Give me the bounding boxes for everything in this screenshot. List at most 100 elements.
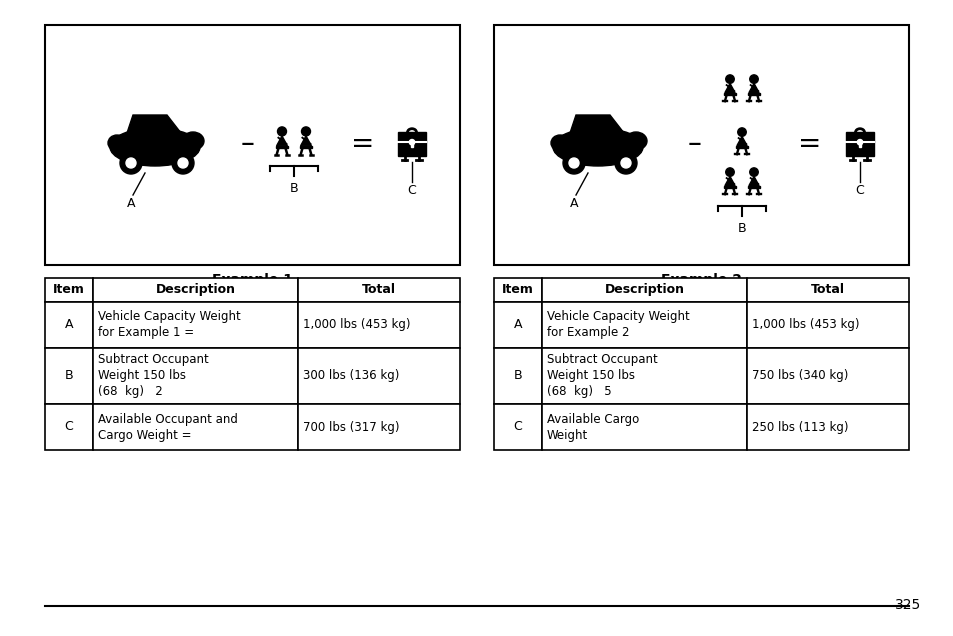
Polygon shape xyxy=(736,136,746,146)
Text: 250 lbs (113 kg): 250 lbs (113 kg) xyxy=(751,420,847,434)
Ellipse shape xyxy=(553,128,642,166)
Text: C: C xyxy=(65,420,73,434)
Text: A: A xyxy=(569,197,578,210)
Ellipse shape xyxy=(624,132,646,150)
Ellipse shape xyxy=(182,132,204,150)
Text: C: C xyxy=(407,184,416,197)
Bar xyxy=(541,404,746,450)
Text: B: B xyxy=(65,370,73,382)
Bar xyxy=(45,278,92,302)
Bar xyxy=(92,348,297,404)
Bar xyxy=(494,278,541,302)
Circle shape xyxy=(615,152,637,174)
Text: –: – xyxy=(241,130,254,158)
Circle shape xyxy=(178,158,188,168)
Polygon shape xyxy=(127,115,181,133)
Text: 750 lbs (340 kg): 750 lbs (340 kg) xyxy=(751,370,847,382)
Bar xyxy=(297,278,459,302)
Text: Description: Description xyxy=(604,284,684,296)
Circle shape xyxy=(277,127,286,136)
Circle shape xyxy=(857,139,862,145)
Bar xyxy=(92,278,297,302)
Bar xyxy=(844,132,874,156)
Bar xyxy=(541,278,746,302)
Polygon shape xyxy=(569,115,623,133)
Circle shape xyxy=(126,158,136,168)
Polygon shape xyxy=(276,136,287,146)
Bar xyxy=(92,404,297,450)
Circle shape xyxy=(301,127,310,136)
Text: Item: Item xyxy=(501,284,534,296)
Text: B: B xyxy=(290,182,298,195)
Text: =: = xyxy=(798,130,821,158)
Bar xyxy=(397,132,426,156)
Bar xyxy=(736,146,747,148)
Bar xyxy=(494,25,908,265)
Bar xyxy=(297,404,459,450)
Text: B: B xyxy=(737,222,745,235)
Text: C: C xyxy=(513,420,522,434)
Polygon shape xyxy=(724,176,735,186)
Text: Available Cargo
Weight: Available Cargo Weight xyxy=(546,413,639,441)
Circle shape xyxy=(172,152,193,174)
Polygon shape xyxy=(748,176,759,186)
Text: 1,000 lbs (453 kg): 1,000 lbs (453 kg) xyxy=(751,319,859,331)
Text: A: A xyxy=(65,319,73,331)
Text: A: A xyxy=(127,197,135,210)
Text: Total: Total xyxy=(810,284,844,296)
Ellipse shape xyxy=(551,135,568,151)
Text: Item: Item xyxy=(53,284,85,296)
Bar xyxy=(541,348,746,404)
Bar xyxy=(92,302,297,348)
Bar xyxy=(494,302,541,348)
Bar xyxy=(747,93,760,95)
Bar xyxy=(494,348,541,404)
Text: Description: Description xyxy=(155,284,235,296)
Circle shape xyxy=(749,75,758,83)
Circle shape xyxy=(749,168,758,176)
Text: Vehicle Capacity Weight
for Example 2: Vehicle Capacity Weight for Example 2 xyxy=(546,310,689,340)
Text: 700 lbs (317 kg): 700 lbs (317 kg) xyxy=(303,420,399,434)
Bar xyxy=(746,302,908,348)
Circle shape xyxy=(568,158,578,168)
Text: =: = xyxy=(351,130,375,158)
Circle shape xyxy=(620,158,630,168)
Circle shape xyxy=(725,75,734,83)
Text: Subtract Occupant
Weight 150 lbs
(68  kg)   5: Subtract Occupant Weight 150 lbs (68 kg)… xyxy=(546,354,657,399)
Bar xyxy=(297,348,459,404)
Bar xyxy=(45,348,92,404)
Bar xyxy=(723,186,735,188)
Text: 325: 325 xyxy=(894,598,920,612)
Text: 300 lbs (136 kg): 300 lbs (136 kg) xyxy=(303,370,399,382)
Polygon shape xyxy=(748,83,759,93)
Bar xyxy=(859,143,860,147)
Bar xyxy=(746,278,908,302)
Bar xyxy=(746,404,908,450)
Bar xyxy=(747,186,760,188)
Bar xyxy=(45,302,92,348)
Text: Example 2: Example 2 xyxy=(660,273,741,287)
Bar xyxy=(746,348,908,404)
Polygon shape xyxy=(300,136,311,146)
Circle shape xyxy=(120,152,142,174)
Polygon shape xyxy=(724,83,735,93)
Bar xyxy=(45,404,92,450)
Bar xyxy=(275,146,288,148)
Text: Subtract Occupant
Weight 150 lbs
(68  kg)   2: Subtract Occupant Weight 150 lbs (68 kg)… xyxy=(98,354,209,399)
Circle shape xyxy=(737,128,745,136)
Bar xyxy=(299,146,312,148)
Text: 1,000 lbs (453 kg): 1,000 lbs (453 kg) xyxy=(303,319,410,331)
Circle shape xyxy=(409,139,415,145)
Text: Vehicle Capacity Weight
for Example 1 =: Vehicle Capacity Weight for Example 1 = xyxy=(98,310,240,340)
Circle shape xyxy=(725,168,734,176)
Bar xyxy=(297,302,459,348)
Text: Available Occupant and
Cargo Weight =: Available Occupant and Cargo Weight = xyxy=(98,413,237,441)
Bar xyxy=(723,93,735,95)
Bar xyxy=(45,25,459,265)
Text: Total: Total xyxy=(361,284,395,296)
Text: C: C xyxy=(855,184,863,197)
Circle shape xyxy=(562,152,584,174)
Text: Example 1: Example 1 xyxy=(212,273,293,287)
Bar xyxy=(411,143,413,147)
Text: B: B xyxy=(513,370,521,382)
